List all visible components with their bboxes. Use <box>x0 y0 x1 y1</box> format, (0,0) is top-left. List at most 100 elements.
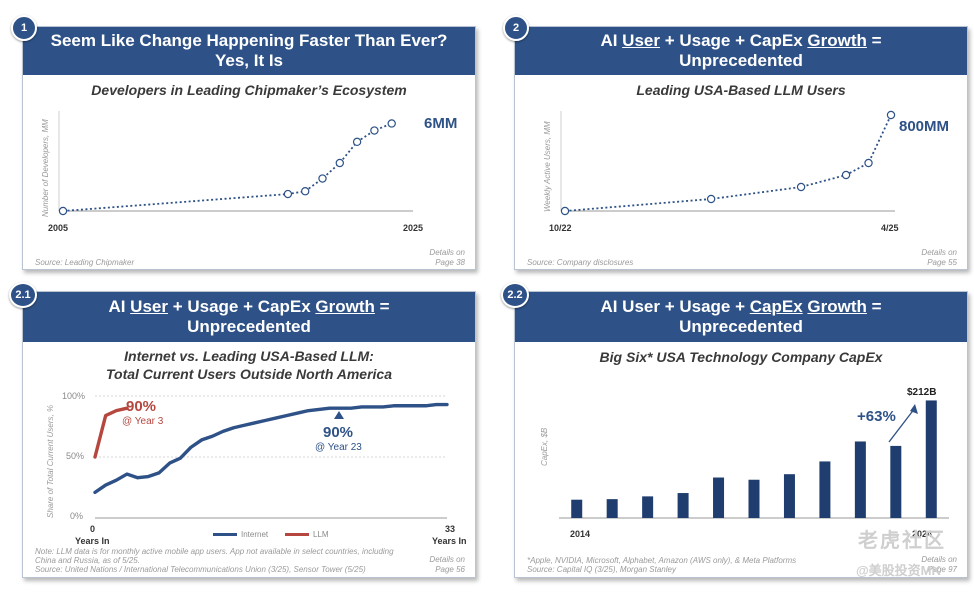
details-label: Details on <box>921 248 957 257</box>
legend-internet: Internet <box>213 530 268 539</box>
watermark-logo-text: 老虎社区 <box>858 530 946 552</box>
data-point <box>300 187 310 196</box>
legend-swatch-internet <box>213 533 237 536</box>
series-line-internet <box>93 402 449 495</box>
details-page: Page 55 <box>927 258 957 267</box>
x-tick-end: 4/25 <box>881 223 899 233</box>
note: *Apple, NVIDIA, Microsoft, Alphabet, Ama… <box>527 556 797 565</box>
bar-2014 <box>571 499 583 518</box>
data-point <box>335 158 344 168</box>
value-callout: 800MM <box>899 118 950 135</box>
header-text: User + Usage + <box>622 297 750 316</box>
bar-2022 <box>854 441 866 518</box>
llm-users-chart <box>560 110 896 216</box>
panel-badge: 2.2 <box>501 282 529 308</box>
chart-subtitle: Developers in Leading Chipmaker’s Ecosys… <box>91 82 407 98</box>
data-point <box>864 158 873 168</box>
y-axis-label: Weekly Active Users, MM <box>543 121 552 212</box>
panel-capex: AI User + Usage + CapEx Growth = Unprece… <box>514 291 968 578</box>
panel-llm-users: AI User + Usage + CapEx Growth = Unprece… <box>514 26 968 270</box>
header-line-2: Yes, It Is <box>214 51 284 70</box>
data-point <box>352 137 362 147</box>
watermark-handle: @美股投资MK <box>856 563 941 578</box>
details-page: Page 38 <box>435 258 465 267</box>
x-tick-end-sub: Years In <box>432 536 467 546</box>
note-line-2: China and Russia, as of 5/25. <box>35 556 140 565</box>
internet-callout-value: 90% <box>323 424 354 441</box>
x-tick-start-sub: Years In <box>75 536 110 546</box>
details-label: Details on <box>921 555 957 564</box>
header-underlined-growth: Growth <box>807 31 867 50</box>
details-ref: Details on Page 97 <box>921 555 957 575</box>
source-note: Source: Capital IQ (3/25), Morgan Stanle… <box>527 565 676 574</box>
series-line-llm <box>93 406 129 459</box>
header-line-1: Seem Like Change Happening Faster Than E… <box>50 31 448 50</box>
header-underlined-growth: Growth <box>315 297 375 316</box>
details-ref: Details on Page 55 <box>921 248 957 268</box>
legend-llm: LLM <box>285 530 329 539</box>
series-line <box>62 122 393 212</box>
chart-subtitle-line-2: Total Current Users Outside North Americ… <box>105 366 393 382</box>
series-line <box>564 114 892 212</box>
data-point <box>387 119 396 128</box>
panel-badge: 2.1 <box>9 282 37 308</box>
bar-2024 <box>925 400 937 518</box>
developers-chart <box>58 111 413 216</box>
details-ref: Details on Page 56 <box>429 555 465 575</box>
data-point <box>283 189 293 199</box>
x-tick-start: 2005 <box>48 223 69 233</box>
bar-2020 <box>783 474 795 518</box>
x-tick-end: 33 <box>445 524 456 534</box>
llm-callout-sub: @ Year 3 <box>122 416 164 427</box>
source-note: Source: United Nations / International T… <box>35 565 366 574</box>
header-line-1: AI User + Usage + CapEx Growth = <box>515 31 967 51</box>
note-line-1: Note: LLM data is for monthly active mob… <box>35 547 394 556</box>
growth-arrow <box>888 404 918 443</box>
panel-internet-vs-llm: AI User + Usage + CapEx Growth = Unprece… <box>22 291 476 578</box>
data-point <box>58 206 68 216</box>
x-tick-start: 0 <box>90 524 96 534</box>
data-point <box>706 194 716 204</box>
internet-vs-llm-chart <box>93 395 449 519</box>
y-axis-label: Number of Developers, MM <box>41 119 50 217</box>
header-text: AI <box>600 31 623 50</box>
bar-2017 <box>677 493 689 518</box>
header-text: AI <box>600 297 623 316</box>
header-line-2: Unprecedented <box>187 317 311 336</box>
y-axis-label: CapEx, $B <box>540 427 549 466</box>
llm-callout-value: 90% <box>126 398 157 415</box>
capex-bar-chart <box>559 400 949 519</box>
source-note: Source: Company disclosures <box>527 258 634 267</box>
header-line-1: AI User + Usage + CapEx Growth = <box>23 297 475 317</box>
panel-header: AI User + Usage + CapEx Growth = Unprece… <box>23 292 475 342</box>
header-text: = <box>866 31 882 50</box>
bar-2023 <box>890 445 902 518</box>
value-callout: 6MM <box>424 115 458 132</box>
header-line-1: AI User + Usage + CapEx Growth = <box>515 297 967 317</box>
bar-2016 <box>642 496 654 518</box>
panel-header: Seem Like Change Happening Faster Than E… <box>23 27 475 75</box>
source-note: Source: Leading Chipmaker <box>35 258 135 267</box>
details-label: Details on <box>429 555 465 564</box>
y-tick-0: 0% <box>70 511 84 521</box>
bar-2019 <box>748 479 760 518</box>
internet-callout-sub: @ Year 23 <box>315 442 362 453</box>
legend-label: LLM <box>313 530 329 539</box>
bar-2018 <box>713 477 725 518</box>
chart-subtitle: Leading USA-Based LLM Users <box>636 82 846 98</box>
panel-badge: 2 <box>503 15 529 41</box>
header-text: + Usage + CapEx <box>167 297 316 316</box>
y-tick-100: 100% <box>62 391 86 401</box>
header-underlined-capex: CapEx <box>749 297 803 316</box>
details-label: Details on <box>429 248 465 257</box>
panel-header: AI User + Usage + CapEx Growth = Unprece… <box>515 27 967 75</box>
x-tick-end: 2024 <box>912 529 933 539</box>
legend-label: Internet <box>241 530 269 539</box>
legend-swatch-llm <box>285 533 309 536</box>
panel-badge: 1 <box>11 15 37 41</box>
growth-callout: +63% <box>857 408 896 425</box>
bar-2015 <box>606 499 618 518</box>
data-point <box>370 126 379 135</box>
panel-developers: Seem Like Change Happening Faster Than E… <box>22 26 476 270</box>
panel-header: AI User + Usage + CapEx Growth = Unprece… <box>515 292 967 342</box>
